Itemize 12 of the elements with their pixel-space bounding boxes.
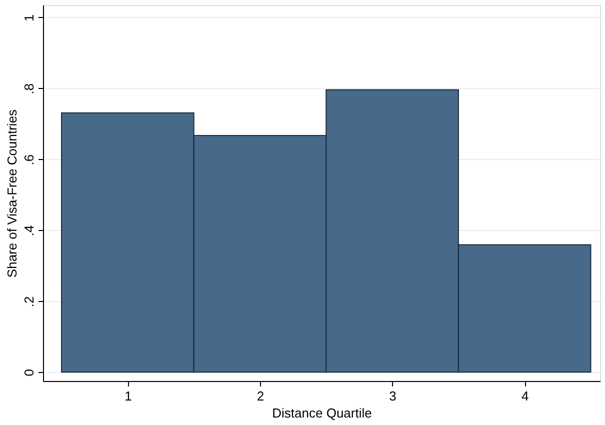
y-tick-label: .2 [22, 296, 36, 308]
y-tick-label: 1 [22, 14, 36, 22]
x-tick-label: 2 [256, 388, 264, 404]
y-tick-label: .6 [22, 154, 36, 166]
x-axis-title: Distance Quartile [272, 406, 372, 420]
y-tick-label: .8 [22, 83, 36, 94]
x-tick-label: 1 [124, 388, 132, 404]
x-tick-label: 4 [521, 388, 529, 404]
x-tick-label: 3 [389, 388, 396, 404]
y-tick-label: 0 [22, 369, 36, 376]
y-axis-title: Share of Visa-Free Countries [4, 108, 20, 278]
y-tick-label: .4 [22, 225, 36, 236]
